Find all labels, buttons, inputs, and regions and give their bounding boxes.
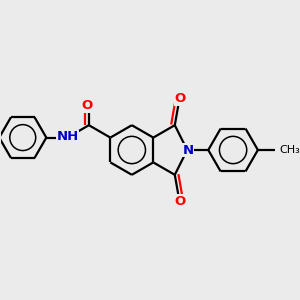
- Text: O: O: [81, 99, 93, 112]
- Text: O: O: [174, 92, 186, 105]
- Text: N: N: [183, 143, 194, 157]
- Text: CH₃: CH₃: [279, 145, 300, 155]
- Text: NH: NH: [56, 130, 79, 143]
- Text: O: O: [174, 195, 186, 208]
